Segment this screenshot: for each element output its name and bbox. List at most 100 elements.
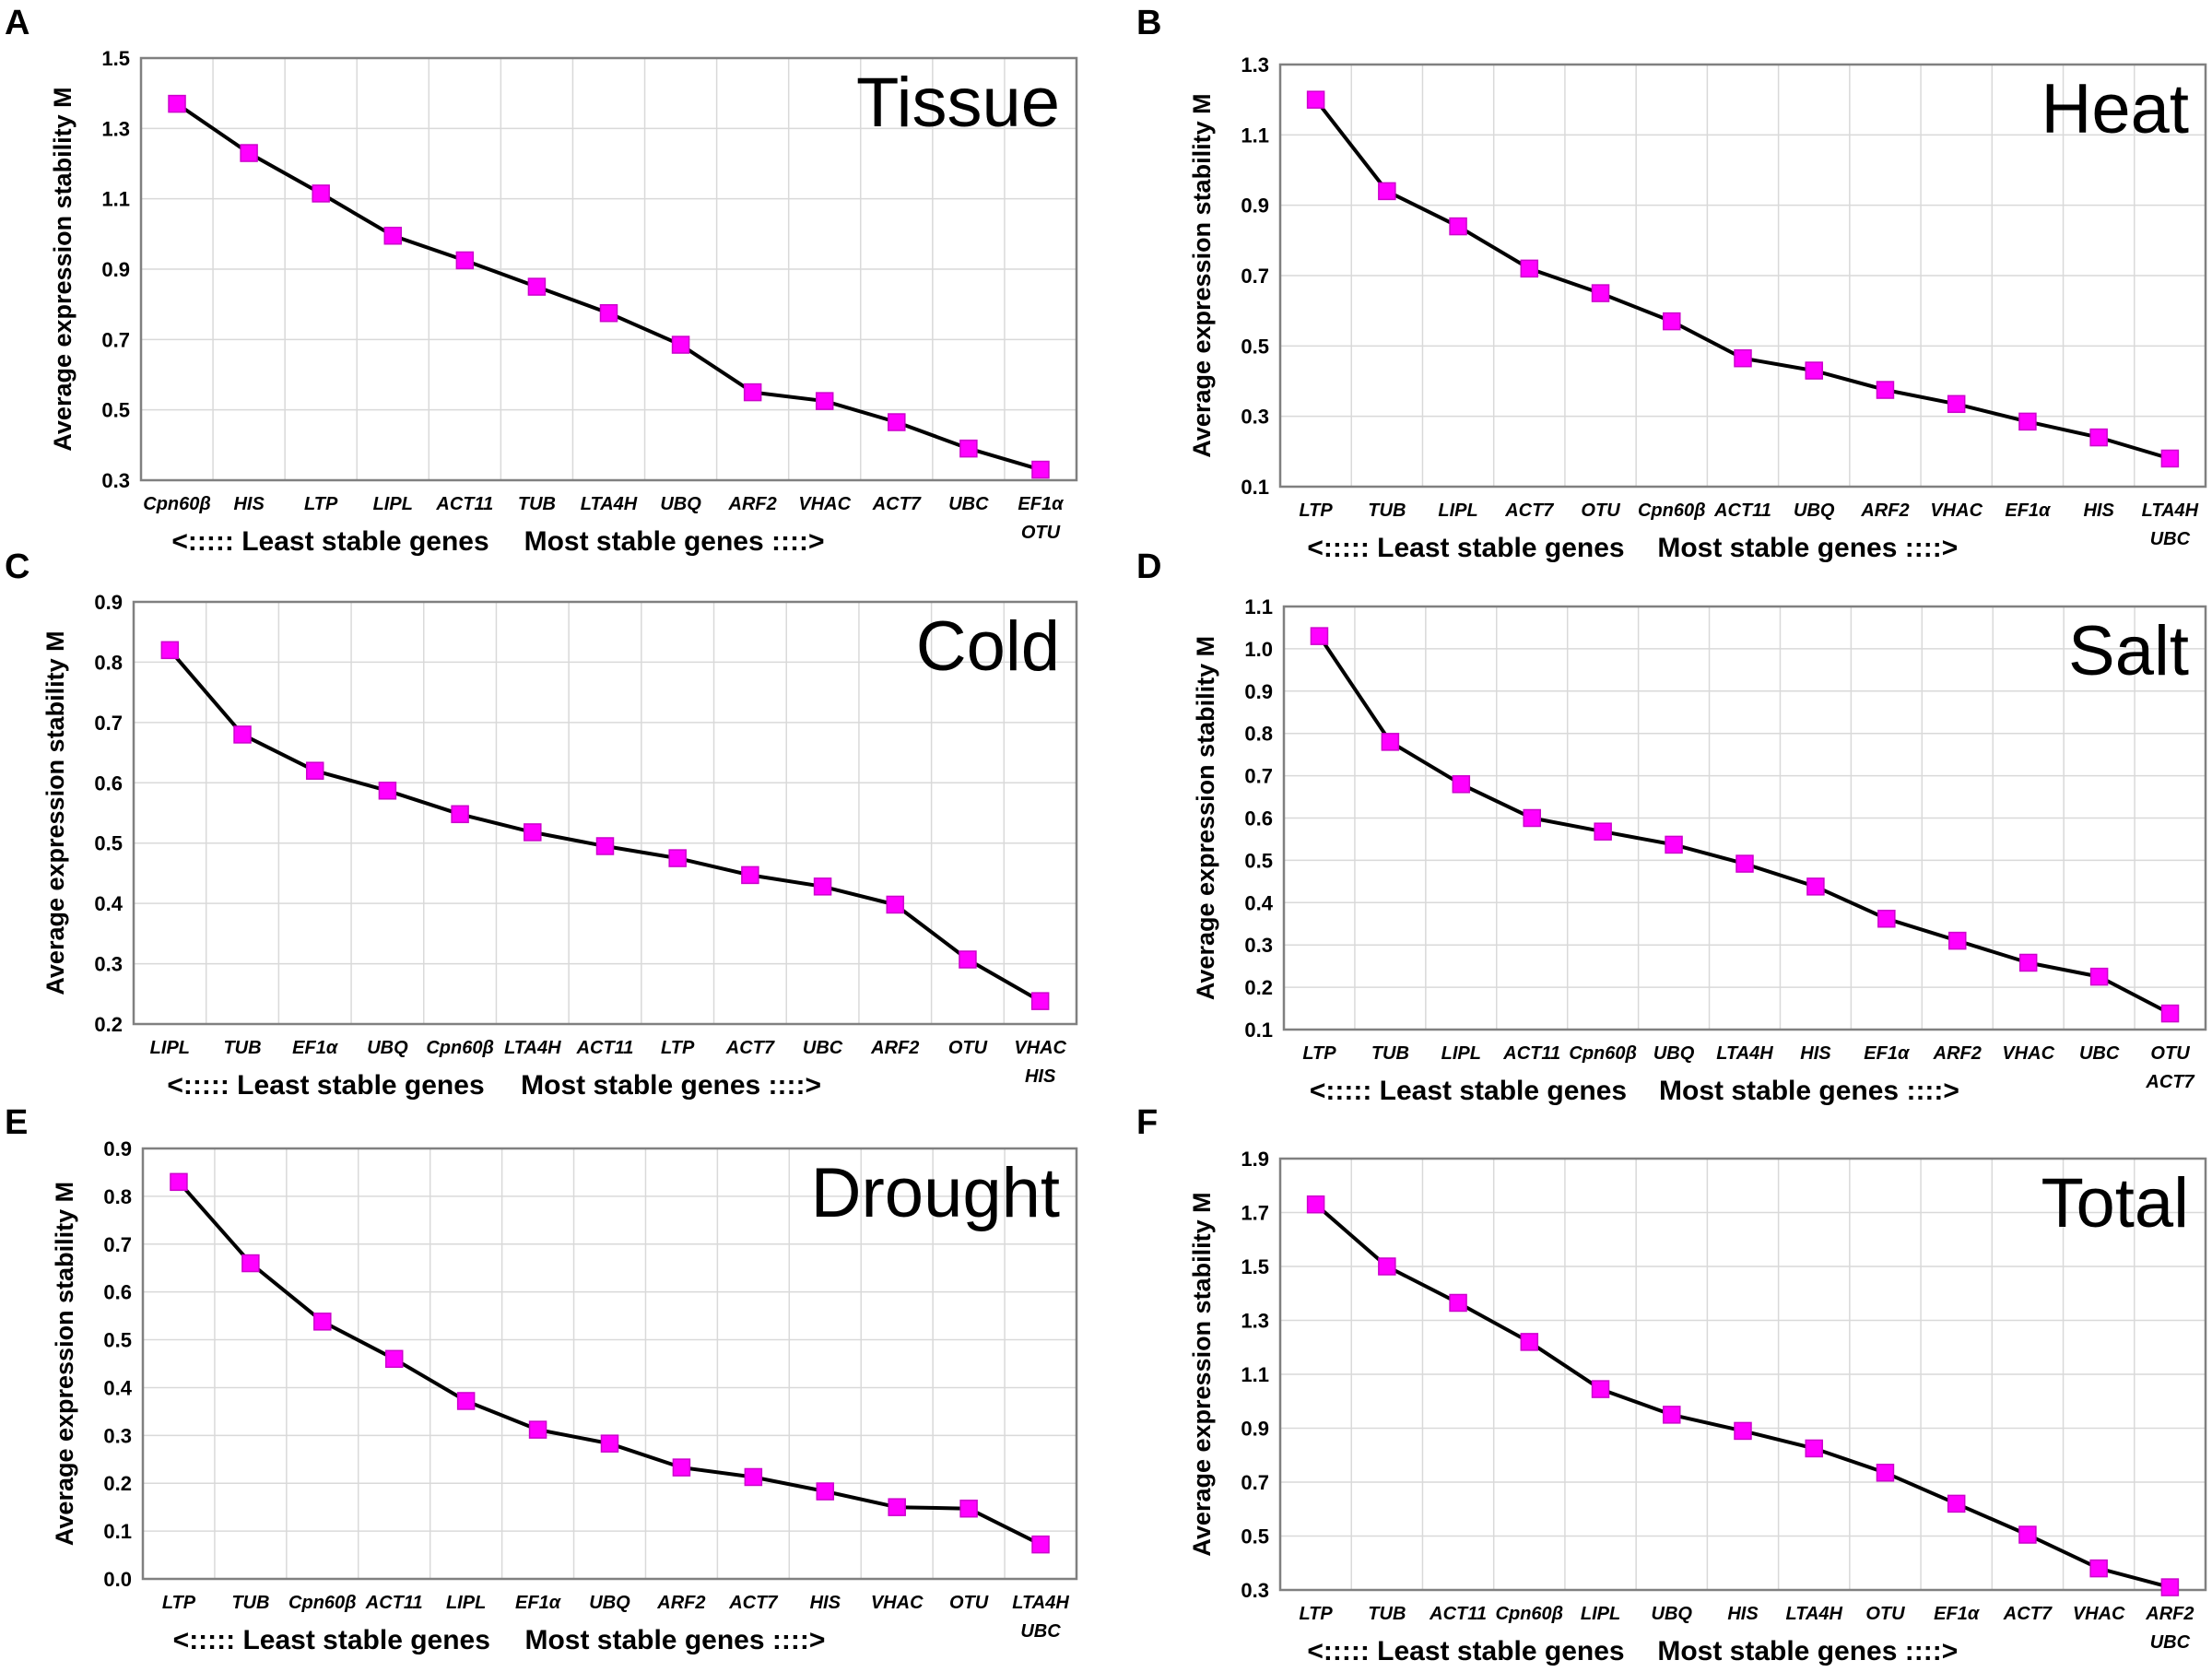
y-tick-label: 0.0 [103,1568,132,1591]
series-line [1317,634,2171,1016]
y-tick-label: 0.5 [1241,335,1269,358]
y-tick-label: 1.1 [101,188,130,211]
x-tick-label: VHAC [2002,1043,2054,1064]
y-tick-label: 0.9 [1241,194,1269,218]
panel-letter: F [1136,1103,1158,1142]
x-tick-label: LIPL [1581,1604,1620,1624]
data-point [1877,909,1896,928]
x-tick-label: LIPL [446,1593,486,1613]
x-axis-label-right: Most stable genes ::::> [1657,533,1958,563]
y-axis-label: Average expression stability M [1188,1192,1216,1556]
data-point [160,641,180,660]
plot-frame [1278,1157,2207,1592]
y-tick-label: 1.3 [1241,53,1269,77]
x-tick-label: VHAC [1014,1038,1066,1058]
x-tick-label: LIPL [373,494,413,514]
x-tick-label: LIPL [1441,1043,1481,1064]
y-tick-label: 1.5 [1241,1255,1269,1278]
plot-frame [1278,63,2207,489]
x-tick-label: VHAC [2073,1604,2125,1624]
x-axis-label-left: <::::: Least stable genes [1310,1076,1627,1106]
y-tick-label: 0.9 [1244,680,1273,703]
x-tick-label: OTU [948,1038,988,1058]
data-point [672,1458,691,1477]
x-axis-label-left: <::::: Least stable genes [167,1070,484,1101]
data-point [1594,822,1612,841]
data-point [1948,931,1967,950]
panel-title: Drought [811,1154,1060,1232]
y-tick-label: 0.5 [1244,849,1273,872]
y-tick-label: 1.5 [101,47,130,70]
panel-letter: C [5,548,29,586]
data-point [1031,1535,1050,1554]
data-point [528,1420,547,1439]
data-point [1306,1195,1325,1214]
data-point [595,837,615,855]
x-tick-label-stacked: UBC [1020,1621,1061,1642]
data-point [1591,1380,1610,1398]
x-tick-label: Cpn60β [1569,1043,1637,1064]
x-tick-label: LIPL [1438,500,1477,521]
series-line [1314,1203,2171,1590]
y-tick-label: 0.7 [1244,765,1273,788]
data-point [240,144,258,162]
x-tick-label: ACT7 [2003,1604,2053,1624]
x-tick-label: EF1α [515,1593,562,1613]
data-point [1520,259,1539,278]
panel-title: Cold [916,607,1060,686]
y-tick-label: 0.3 [94,953,123,976]
y-tick-label: 1.1 [1244,595,1273,618]
y-tick-label: 0.9 [1241,1418,1269,1441]
data-point [1030,992,1050,1010]
panel-title: Heat [2041,70,2189,148]
data-point [1805,1439,1823,1458]
x-tick-label: UBQ [660,494,701,514]
x-tick-label: ACT7 [872,494,922,514]
y-tick-label: 0.4 [103,1376,132,1399]
x-tick-label: LTA4H [1716,1043,1773,1064]
x-tick-label: UBC [803,1038,843,1058]
y-axis-label: Average expression stability M [1192,636,1219,1000]
data-point [524,823,542,842]
x-tick-label: HIS [2083,500,2114,521]
x-tick-label: LTP [1302,1043,1336,1064]
data-point [813,877,832,896]
data-point [1663,312,1681,331]
y-tick-label: 1.3 [101,117,130,140]
data-point [312,184,330,203]
data-point [668,849,687,867]
x-tick-label: ARF2 [870,1038,919,1058]
x-tick-label: TUB [223,1038,261,1058]
data-point [2089,967,2109,986]
data-point [241,1254,260,1273]
y-tick-label: 0.7 [103,1233,132,1256]
x-axis-label-left: <::::: Least stable genes [1307,1636,1624,1666]
data-point [1591,284,1610,302]
data-point [233,725,252,744]
data-point [741,865,759,885]
y-tick-label: 1.0 [1244,638,1273,661]
y-tick-label: 0.9 [103,1137,132,1160]
data-point [1947,394,1966,414]
x-tick-label: HIS [233,494,265,514]
x-tick-label: ARF2 [1860,500,1909,521]
x-tick-label: ACT7 [1504,500,1554,521]
series-line [177,1180,1041,1547]
x-tick-label: HIS [1800,1043,1831,1064]
data-point [1306,90,1325,109]
x-tick-label: Cpn60β [143,494,211,514]
x-tick-label: ACT11 [1502,1043,1560,1064]
x-tick-label: TUB [1368,1604,1406,1624]
data-point [1452,775,1471,794]
x-tick-label: TUB [1368,500,1406,521]
x-axis-label-right: Most stable genes ::::> [524,1625,825,1655]
y-tick-label: 0.1 [1244,1019,1273,1042]
x-tick-label: LTA4H [504,1038,561,1058]
data-point [456,1392,476,1410]
data-point [1735,854,1754,873]
panel-f: F 0.3 0.5 0.7 0.9 1.1 1.3 1.5 1.7 1.9 Total Average… [1136,1103,2207,1666]
panel-letter: B [1136,4,1161,42]
x-tick-label: LTP [304,494,338,514]
y-tick-label: 0.1 [103,1520,132,1543]
